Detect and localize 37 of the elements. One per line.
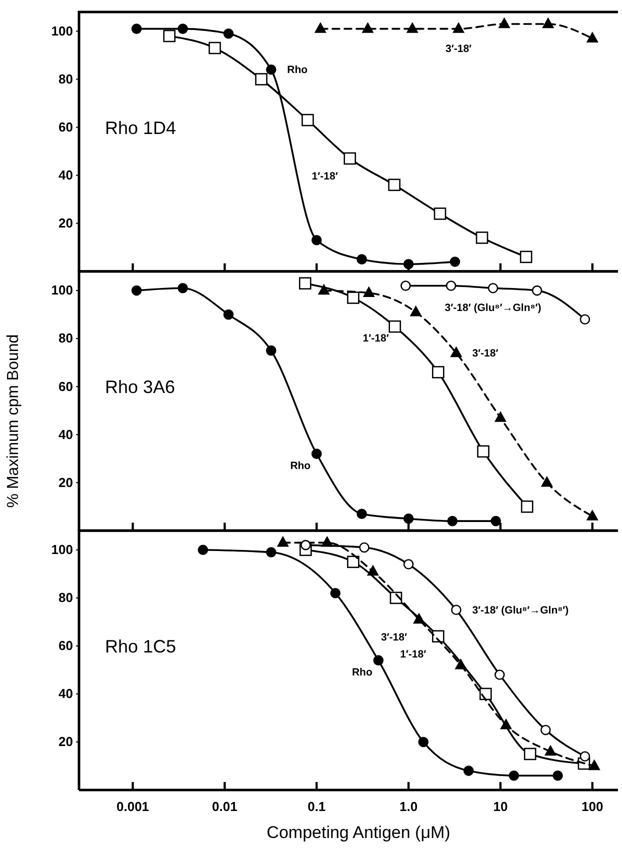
y-tick-label: 20	[58, 215, 73, 230]
series-label: 3′-18′ (Glu⁸′→Gln⁸′)	[472, 604, 569, 616]
x-tick-label: 0.01	[212, 799, 238, 814]
series-label: Rho	[290, 460, 311, 472]
x-axis-title: Competing Antigen (μM)	[266, 823, 450, 842]
y-tick-label: 40	[58, 686, 73, 702]
series-label: 3′-18′	[446, 42, 472, 55]
series-label: 1′-18′	[312, 170, 338, 182]
x-tick-label: 100	[582, 799, 604, 814]
y-tick-label: 20	[58, 474, 73, 490]
annotation: Rho 1C5	[105, 636, 176, 657]
x-tick-label: 0.001	[116, 799, 150, 814]
y-tick-label: 40	[58, 167, 73, 182]
series-label: 1′-18′	[362, 332, 390, 345]
annotation: Rho 3A6	[105, 377, 176, 398]
series-label: Rho	[352, 666, 372, 678]
y-tick-label: 100	[51, 282, 73, 298]
series-label: 3′-18′ (Glu⁸′→Gln⁸′)	[444, 302, 542, 314]
y-tick-label: 60	[58, 119, 73, 134]
y-tick-label: 20	[58, 734, 73, 750]
y-tick-label: 80	[58, 71, 73, 86]
y-tick-label: 60	[58, 638, 73, 654]
series-label: 1′-18′	[400, 648, 427, 660]
annotation: Rho 1D4	[105, 118, 176, 138]
series-label: Rho	[287, 64, 308, 76]
series-label: 3′-18′	[380, 632, 408, 644]
y-tick-label: 60	[58, 378, 73, 394]
y-tick-label: 100	[51, 542, 73, 558]
y-tick-label: 80	[58, 330, 73, 346]
y-tick-label: 40	[58, 426, 73, 442]
y-tick-label: 100	[51, 23, 73, 38]
x-tick-label: 1.0	[399, 799, 418, 814]
x-tick-label: 10	[493, 799, 508, 814]
series-label: 3′-18′	[472, 347, 499, 360]
y-axis-title: % Maximum cpm Bound	[5, 334, 22, 508]
y-tick-label: 80	[58, 590, 73, 606]
x-tick-label: 0.1	[308, 799, 326, 814]
